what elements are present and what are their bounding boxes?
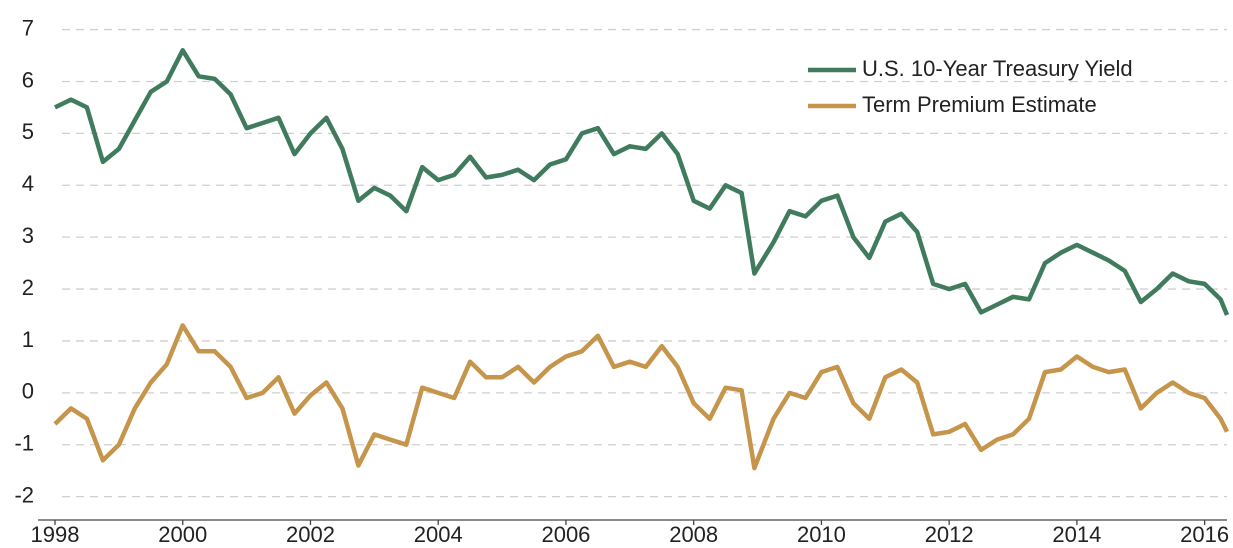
line-series: [53, 323, 1230, 471]
x-tick-label: 2006: [541, 522, 590, 547]
x-tick-label: 2002: [286, 522, 335, 547]
x-tick-label: 2000: [158, 522, 207, 547]
y-tick-label: 0: [22, 379, 34, 404]
line-series: [54, 48, 1230, 316]
legend-label: U.S. 10-Year Treasury Yield: [862, 56, 1133, 81]
y-tick-label: 3: [22, 223, 34, 248]
x-tick-label: 2004: [414, 522, 463, 547]
y-tick-label: -1: [14, 431, 34, 456]
x-tick-label: 2008: [669, 522, 718, 547]
x-tick-label: 2010: [797, 522, 846, 547]
x-tick-label: 1998: [31, 522, 80, 547]
y-tick-label: 6: [22, 67, 34, 92]
y-tick-label: 7: [22, 15, 34, 40]
x-tick-label: 2014: [1052, 522, 1101, 547]
y-tick-label: 5: [22, 119, 34, 144]
y-tick-label: 2: [22, 275, 34, 300]
y-tick-label: 4: [22, 171, 34, 196]
y-tick-label: 1: [22, 327, 34, 352]
x-tick-label: 2016: [1180, 522, 1229, 547]
y-tick-label: -2: [14, 482, 34, 507]
legend-label: Term Premium Estimate: [862, 92, 1097, 117]
x-tick-label: 2012: [925, 522, 974, 547]
